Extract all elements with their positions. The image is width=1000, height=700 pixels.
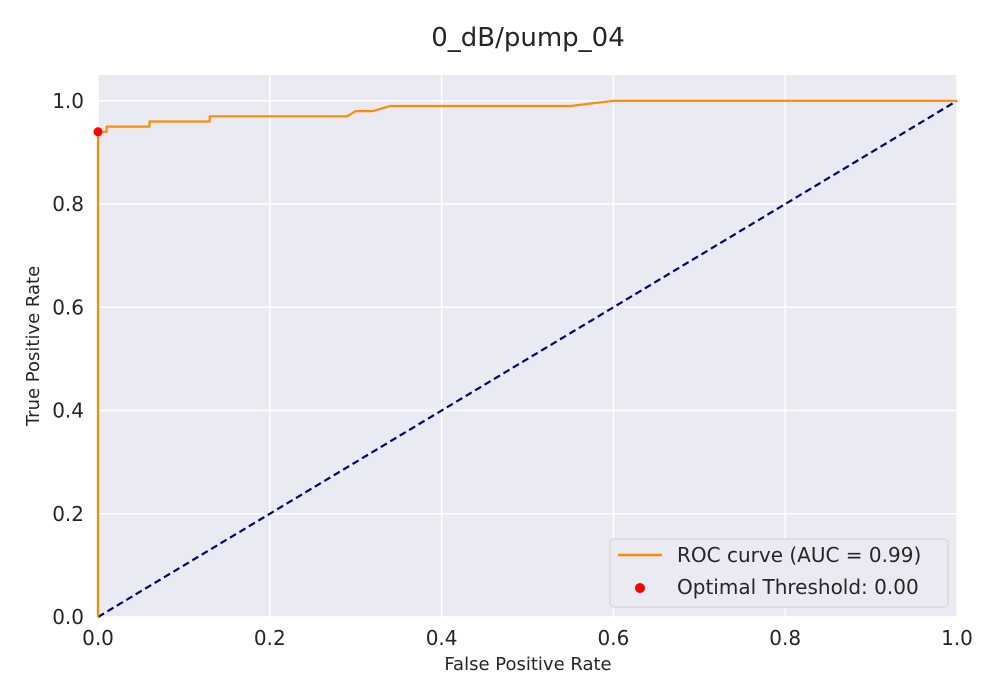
- legend-box: [609, 538, 949, 608]
- diagonal-reference-line: [97, 99, 958, 618]
- y-tick-label: 0.2: [52, 502, 84, 526]
- legend: ROC curve (AUC = 0.99) Optimal Threshold…: [609, 538, 949, 608]
- x-tick-label: 0.6: [597, 626, 629, 650]
- y-axis-label: True Positive Rate: [23, 266, 44, 427]
- legend-optimal-swatch: [635, 583, 645, 593]
- y-tick-labels: 0.0 0.2 0.4 0.6 0.8 1.0: [52, 89, 84, 629]
- chart-title: 0_dB/pump_04: [431, 23, 625, 53]
- y-tick-label: 0.8: [52, 192, 84, 216]
- x-tick-labels: 0.0 0.2 0.4 0.6 0.8 1.0: [82, 626, 973, 650]
- y-tick-label: 1.0: [52, 89, 84, 113]
- series-layer: [93, 99, 958, 618]
- legend-roc-label: ROC curve (AUC = 0.99): [677, 543, 921, 567]
- x-tick-label: 0.2: [254, 626, 286, 650]
- x-axis-label: False Positive Rate: [444, 654, 611, 675]
- optimal-threshold-point: [93, 127, 103, 137]
- y-tick-label: 0.0: [52, 605, 84, 629]
- x-tick-label: 0.8: [769, 626, 801, 650]
- y-tick-label: 0.4: [52, 399, 84, 423]
- x-tick-label: 0.4: [426, 626, 458, 650]
- x-tick-label: 0.0: [82, 626, 114, 650]
- grid-lines: [97, 75, 958, 618]
- y-tick-label: 0.6: [52, 295, 84, 319]
- x-tick-label: 1.0: [941, 626, 973, 650]
- legend-optimal-label: Optimal Threshold: 0.00: [677, 575, 919, 599]
- plot-area: [98, 75, 957, 617]
